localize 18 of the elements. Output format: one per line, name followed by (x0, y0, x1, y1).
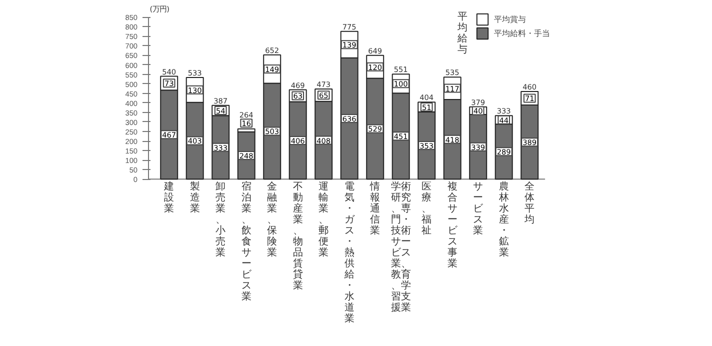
x-tick-label: 卸売業、小売業 (216, 180, 226, 259)
category-label: 電気・ガス・熱供給・水道業 (344, 182, 354, 325)
legend-label: 平均給料・手当 (494, 28, 550, 38)
x-tick-label: 情報通信業 (369, 180, 380, 237)
legend-label: 平均賞与 (494, 14, 526, 24)
annotation: 平均給与 (456, 11, 468, 56)
x-tick-label: 建設業 (163, 180, 174, 215)
x-tick-label: 運輸業、郵便業 (318, 180, 329, 259)
x-tick-label: 農林水産・鉱業 (498, 180, 509, 259)
category-label: 不動産業、物品賃貸業 (292, 182, 303, 292)
x-tick-label: 複合サービス事業 (447, 180, 458, 270)
x-tick-label: 全体平均 (524, 180, 535, 226)
x-tick-label: 医療、福祉 (422, 182, 432, 237)
x-tick-label: サービス業 (473, 182, 484, 237)
category-label: 宿泊業、飲食サービス業 (241, 182, 252, 303)
x-tick-label: 製造業 (190, 180, 200, 215)
category-label: 学術研究、専門・技術サービス業、教育、学習支援業 (390, 182, 411, 314)
x-tick-label: 金融業、保険業 (267, 180, 278, 259)
